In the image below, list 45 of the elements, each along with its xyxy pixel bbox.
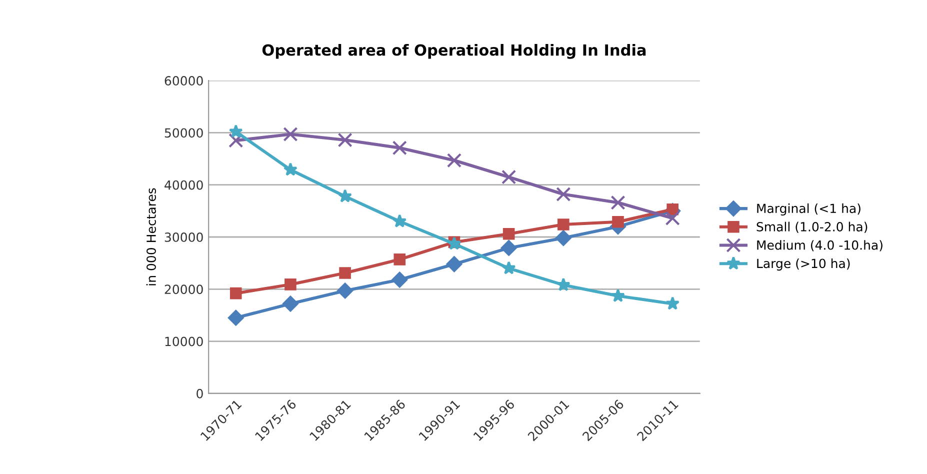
y-axis-title: in 000 Hectares: [146, 188, 156, 286]
y-tick-label: 50000: [164, 128, 203, 138]
legend-label: Small (1.0-2.0 ha): [756, 222, 868, 233]
point: [282, 296, 298, 312]
legend-label: Large (>10 ha): [757, 258, 850, 271]
point: [338, 189, 352, 202]
point: [502, 170, 516, 184]
point: [502, 228, 515, 240]
point: [502, 260, 516, 274]
y-tick-label: 0: [196, 388, 203, 398]
point: [666, 203, 678, 216]
point: [337, 282, 353, 299]
point: [666, 296, 680, 310]
point: [284, 278, 296, 290]
y-tick-label: 20000: [164, 284, 203, 294]
point: [556, 186, 571, 202]
point: [392, 140, 407, 156]
point: [228, 124, 243, 138]
point: [339, 267, 351, 279]
point: [665, 210, 680, 226]
point: [556, 278, 570, 292]
point: [500, 240, 517, 256]
point: [446, 256, 462, 272]
y-tick-label: 10000: [165, 336, 203, 346]
legend-label: Marginal (<1 ha): [757, 203, 860, 216]
point: [611, 288, 625, 302]
point: [555, 230, 572, 246]
y-tick-label: 30000: [164, 232, 203, 242]
point: [228, 133, 244, 148]
y-tick-label: 60000: [164, 76, 203, 86]
point: [392, 214, 407, 228]
point: [228, 310, 244, 326]
point: [392, 272, 408, 288]
legend-label: Medium (4.0 -10.ha): [757, 240, 882, 252]
chart-title: Operated area of Operatioal Holding In India: [262, 44, 646, 59]
y-tick-label: 40000: [164, 180, 203, 190]
point: [610, 195, 626, 210]
point: [394, 254, 406, 266]
point: [446, 153, 462, 168]
point: [612, 216, 624, 228]
point: [230, 287, 242, 300]
point: [558, 218, 570, 230]
point: [283, 162, 298, 176]
point: [283, 126, 298, 142]
point: [338, 132, 352, 148]
